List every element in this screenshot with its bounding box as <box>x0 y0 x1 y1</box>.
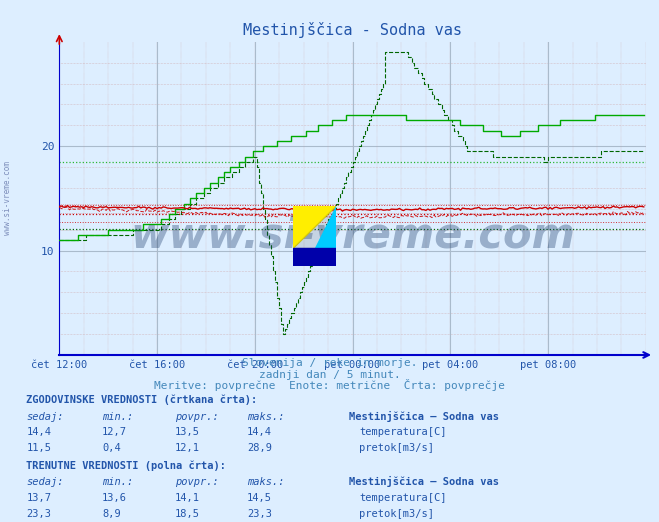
Text: 18,5: 18,5 <box>175 509 200 519</box>
Text: temperatura[C]: temperatura[C] <box>359 428 447 437</box>
Text: maks.:: maks.: <box>247 412 285 422</box>
Text: Mestinjščica – Sodna vas: Mestinjščica – Sodna vas <box>349 411 500 422</box>
Text: min.:: min.: <box>102 412 133 422</box>
Text: povpr.:: povpr.: <box>175 412 218 422</box>
Text: pretok[m3/s]: pretok[m3/s] <box>359 443 434 453</box>
Text: povpr.:: povpr.: <box>175 478 218 488</box>
Text: 13,7: 13,7 <box>26 493 51 503</box>
Text: 14,4: 14,4 <box>26 428 51 437</box>
Text: 23,3: 23,3 <box>26 509 51 519</box>
Bar <box>293 248 336 266</box>
Text: ZGODOVINSKE VREDNOSTI (črtkana črta):: ZGODOVINSKE VREDNOSTI (črtkana črta): <box>26 395 258 405</box>
Text: temperatura[C]: temperatura[C] <box>359 493 447 503</box>
Text: 11,5: 11,5 <box>26 443 51 453</box>
Text: min.:: min.: <box>102 478 133 488</box>
Title: Mestinjščica - Sodna vas: Mestinjščica - Sodna vas <box>243 22 462 38</box>
Text: 28,9: 28,9 <box>247 443 272 453</box>
Text: 13,6: 13,6 <box>102 493 127 503</box>
Text: www.si-vreme.com: www.si-vreme.com <box>130 215 575 257</box>
Polygon shape <box>293 206 336 248</box>
Text: zadnji dan / 5 minut.: zadnji dan / 5 minut. <box>258 370 401 380</box>
Text: 13,5: 13,5 <box>175 428 200 437</box>
Polygon shape <box>315 206 336 248</box>
Text: 12,7: 12,7 <box>102 428 127 437</box>
Text: 14,5: 14,5 <box>247 493 272 503</box>
Text: TRENUTNE VREDNOSTI (polna črta):: TRENUTNE VREDNOSTI (polna črta): <box>26 460 226 471</box>
Text: 12,1: 12,1 <box>175 443 200 453</box>
Polygon shape <box>293 206 336 248</box>
Text: 8,9: 8,9 <box>102 509 121 519</box>
Text: 14,1: 14,1 <box>175 493 200 503</box>
Text: Meritve: povprečne  Enote: metrične  Črta: povprečje: Meritve: povprečne Enote: metrične Črta:… <box>154 379 505 392</box>
Text: Mestinjščica – Sodna vas: Mestinjščica – Sodna vas <box>349 477 500 488</box>
Text: 0,4: 0,4 <box>102 443 121 453</box>
Text: www.si-vreme.com: www.si-vreme.com <box>3 161 13 235</box>
Text: pretok[m3/s]: pretok[m3/s] <box>359 509 434 519</box>
Text: 23,3: 23,3 <box>247 509 272 519</box>
Text: 14,4: 14,4 <box>247 428 272 437</box>
Text: Slovenija / reke in morje.: Slovenija / reke in morje. <box>242 359 417 369</box>
Text: maks.:: maks.: <box>247 478 285 488</box>
Text: sedaj:: sedaj: <box>26 478 64 488</box>
Text: sedaj:: sedaj: <box>26 412 64 422</box>
